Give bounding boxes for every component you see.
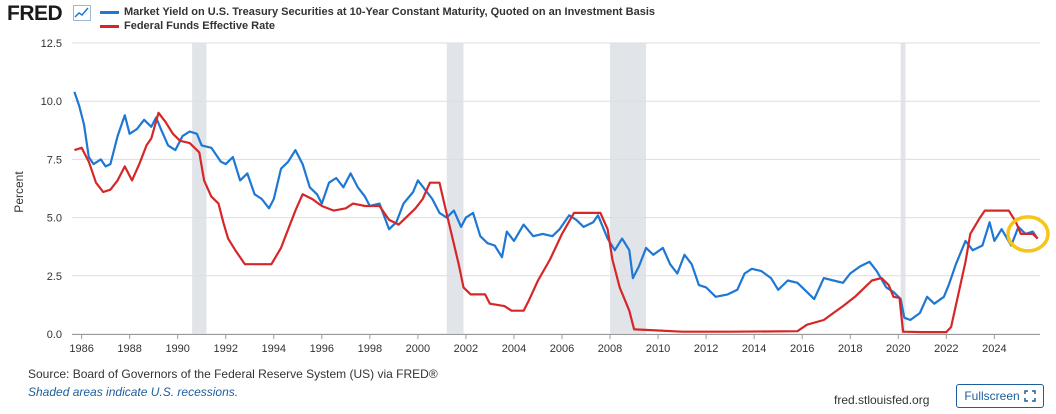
x-tick-label: 2016 [790, 343, 814, 355]
y-axis-label: Percent [12, 171, 26, 213]
y-tick-label: 7.5 [47, 154, 62, 166]
series-line-fed-funds[interactable] [74, 111, 1039, 334]
y-tick-label: 10.0 [41, 96, 62, 108]
x-tick-label: 2008 [598, 343, 622, 355]
x-tick-label: 2020 [886, 343, 910, 355]
legend-label-fedfunds: Federal Funds Effective Rate [124, 20, 275, 32]
expand-icon [1023, 390, 1036, 402]
source-text: Source: Board of Governors of the Federa… [28, 367, 438, 381]
legend-entry-fedfunds[interactable]: Federal Funds Effective Rate [100, 19, 275, 33]
y-tick-label: 2.5 [47, 271, 62, 283]
x-tick-label: 2024 [982, 343, 1006, 355]
series-lines[interactable] [73, 91, 1039, 334]
x-tick-label: 2002 [454, 343, 478, 355]
x-tick-label: 1996 [310, 343, 334, 355]
fullscreen-label: Fullscreen [964, 389, 1020, 403]
axes: 0.0 2.5 5.0 7.5 10.0 12.5 1986 1988 1990 1992 1994… [41, 38, 1040, 355]
x-tick-label: 2014 [742, 343, 766, 355]
recession-band [900, 43, 906, 334]
x-tick-label: 1992 [213, 343, 237, 355]
fullscreen-button[interactable]: Fullscreen [956, 384, 1044, 408]
x-tick-label: 2010 [646, 343, 670, 355]
x-tick-label: 2004 [502, 343, 526, 355]
highlight-circle [1006, 215, 1050, 253]
y-tick-label: 5.0 [47, 213, 62, 225]
x-tick-label: 2000 [406, 343, 430, 355]
site-url[interactable]: fred.stlouisfed.org [834, 393, 930, 407]
x-tick-label: 1986 [69, 343, 93, 355]
grid-lines [72, 42, 1040, 335]
recession-band [192, 43, 207, 334]
series-line-treasury-10y[interactable] [73, 91, 1039, 322]
recession-band [446, 43, 464, 334]
fred-logo[interactable]: FRED [7, 2, 63, 25]
x-tick-label: 2022 [934, 343, 958, 355]
recession-band [610, 43, 647, 334]
chart-line-icon [73, 5, 91, 21]
y-tick-label: 0.0 [47, 329, 62, 341]
x-tick-label: 2006 [550, 343, 574, 355]
legend-entry-treasury[interactable]: Market Yield on U.S. Treasury Securities… [100, 5, 655, 19]
x-tick-label: 1994 [262, 343, 286, 355]
x-tick-label: 1988 [117, 343, 141, 355]
x-tick-label: 2018 [838, 343, 862, 355]
highlight-annotation [1006, 215, 1050, 253]
x-tick-label: 1998 [358, 343, 382, 355]
recession-note: Shaded areas indicate U.S. recessions. [28, 385, 239, 399]
x-tick-label: 2012 [694, 343, 718, 355]
recession-shading [192, 43, 906, 334]
legend-swatch-blue [100, 10, 119, 14]
legend-swatch-red [100, 24, 119, 28]
legend-label-treasury: Market Yield on U.S. Treasury Securities… [124, 6, 656, 18]
y-tick-label: 12.5 [41, 38, 62, 50]
x-tick-label: 1990 [165, 343, 189, 355]
